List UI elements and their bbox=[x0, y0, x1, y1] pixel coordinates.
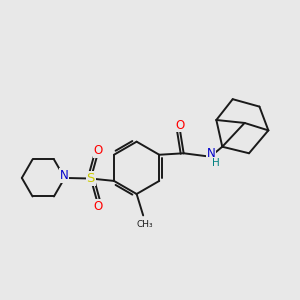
Text: S: S bbox=[87, 172, 95, 185]
Text: CH₃: CH₃ bbox=[136, 220, 153, 229]
Text: N: N bbox=[60, 169, 68, 182]
Text: H: H bbox=[212, 158, 220, 168]
Text: O: O bbox=[176, 118, 185, 131]
Text: O: O bbox=[94, 200, 103, 213]
Text: N: N bbox=[207, 147, 216, 161]
Text: O: O bbox=[94, 144, 103, 157]
